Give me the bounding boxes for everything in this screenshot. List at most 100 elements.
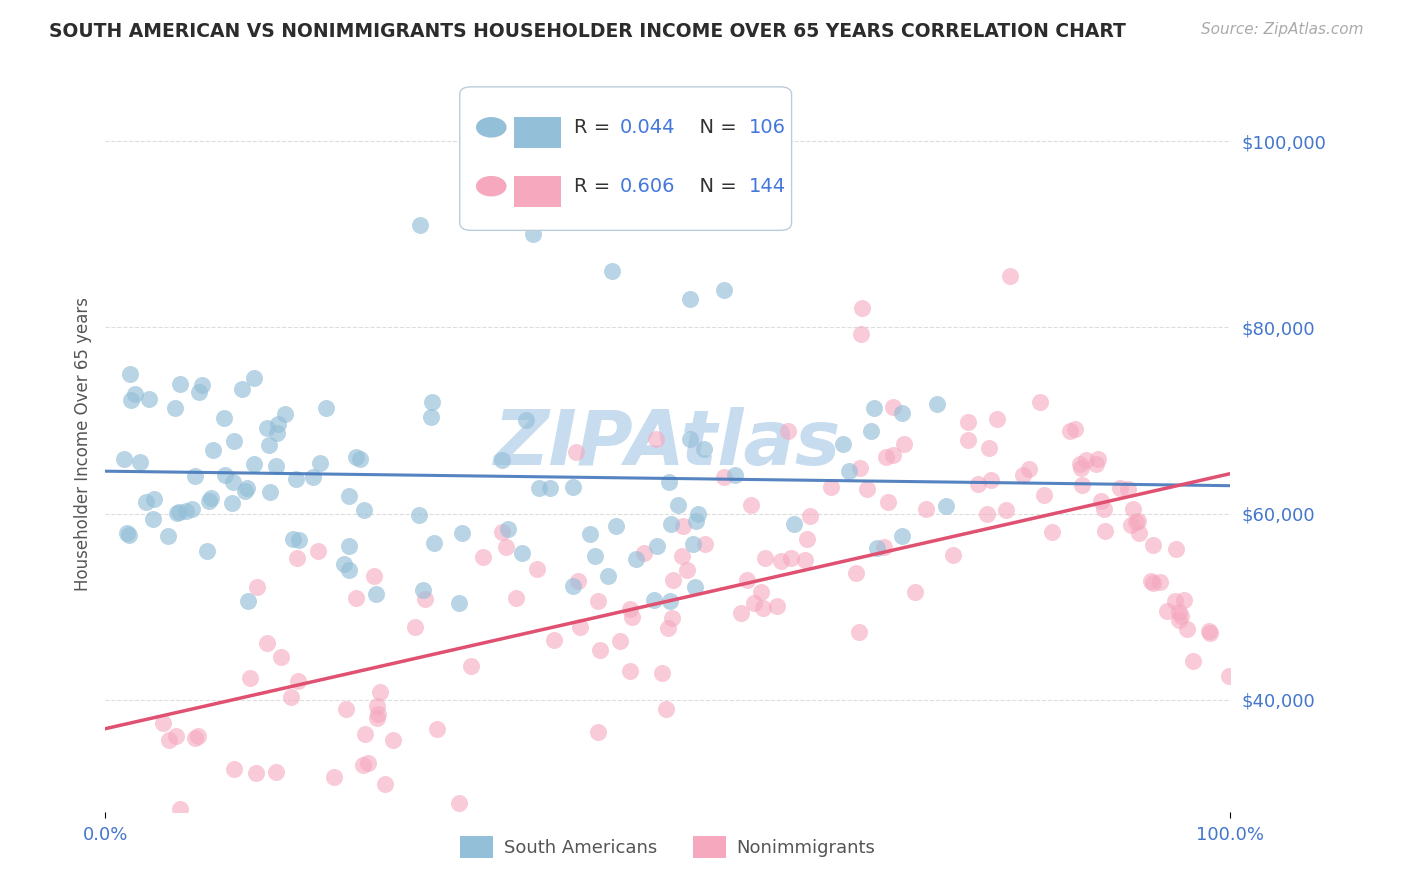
- Point: [184, 731, 207, 745]
- FancyBboxPatch shape: [513, 117, 561, 148]
- Point: [138, 392, 160, 406]
- Point: [893, 437, 915, 451]
- Point: [157, 529, 180, 543]
- Point: [976, 507, 998, 521]
- Point: [222, 434, 245, 449]
- Point: [942, 548, 965, 562]
- Point: [666, 498, 689, 512]
- Point: [1074, 453, 1097, 467]
- Point: [679, 293, 702, 307]
- Point: [586, 593, 609, 607]
- Point: [633, 546, 655, 560]
- Point: [363, 569, 385, 583]
- Point: [1028, 395, 1050, 409]
- Point: [749, 585, 772, 599]
- Point: [256, 421, 278, 435]
- Point: [267, 417, 290, 432]
- Point: [1181, 654, 1204, 668]
- Point: [915, 502, 938, 516]
- Point: [287, 674, 309, 689]
- Point: [776, 424, 799, 438]
- Point: [796, 533, 818, 547]
- Point: [447, 796, 470, 810]
- Point: [1140, 574, 1163, 588]
- Point: [783, 516, 806, 531]
- Point: [337, 564, 360, 578]
- Point: [118, 528, 141, 542]
- Point: [1128, 525, 1150, 540]
- Point: [1167, 605, 1189, 619]
- Point: [538, 482, 561, 496]
- Point: [1069, 458, 1091, 472]
- Point: [412, 583, 434, 598]
- Point: [1156, 604, 1178, 618]
- Text: 144: 144: [749, 177, 786, 195]
- Point: [353, 503, 375, 517]
- Point: [374, 777, 396, 791]
- Point: [832, 437, 855, 451]
- Point: [527, 481, 550, 495]
- Point: [344, 450, 367, 464]
- Point: [152, 716, 174, 731]
- Point: [187, 729, 209, 743]
- Point: [935, 499, 957, 513]
- Point: [769, 554, 792, 568]
- Point: [1167, 613, 1189, 627]
- Point: [925, 397, 948, 411]
- Point: [420, 395, 443, 409]
- FancyBboxPatch shape: [513, 176, 561, 207]
- Point: [737, 574, 759, 588]
- Point: [308, 834, 330, 848]
- Point: [450, 526, 472, 541]
- Point: [845, 566, 868, 581]
- Point: [693, 536, 716, 550]
- Point: [307, 544, 329, 558]
- Point: [779, 550, 801, 565]
- Point: [381, 733, 404, 747]
- Point: [624, 551, 647, 566]
- Text: R =: R =: [575, 177, 617, 195]
- Point: [124, 386, 146, 401]
- Point: [195, 544, 218, 558]
- Point: [662, 573, 685, 587]
- Point: [605, 519, 627, 533]
- Point: [713, 283, 735, 297]
- Circle shape: [477, 177, 506, 195]
- Point: [280, 690, 302, 704]
- Point: [323, 770, 346, 784]
- Point: [657, 621, 679, 635]
- Point: [957, 434, 980, 448]
- Point: [270, 650, 292, 665]
- Point: [980, 473, 1002, 487]
- Point: [682, 537, 704, 551]
- Point: [754, 551, 776, 566]
- Point: [222, 475, 245, 489]
- Point: [1118, 483, 1140, 497]
- Point: [370, 685, 392, 699]
- Point: [661, 610, 683, 624]
- Point: [198, 493, 221, 508]
- Point: [620, 610, 643, 624]
- Point: [645, 539, 668, 553]
- Point: [214, 468, 236, 483]
- Point: [967, 476, 990, 491]
- Point: [1198, 624, 1220, 638]
- Point: [1064, 422, 1087, 436]
- Point: [849, 461, 872, 475]
- Point: [409, 218, 432, 232]
- Point: [1033, 488, 1056, 502]
- Point: [567, 180, 589, 194]
- Point: [586, 725, 609, 739]
- Point: [243, 457, 266, 471]
- Point: [838, 464, 860, 478]
- Point: [859, 424, 882, 438]
- Point: [352, 758, 374, 772]
- Text: 106: 106: [749, 118, 786, 136]
- Point: [302, 470, 325, 484]
- Point: [1090, 494, 1112, 508]
- Circle shape: [477, 118, 506, 136]
- Point: [165, 401, 187, 415]
- Point: [600, 264, 623, 278]
- Point: [505, 591, 527, 606]
- Point: [643, 592, 665, 607]
